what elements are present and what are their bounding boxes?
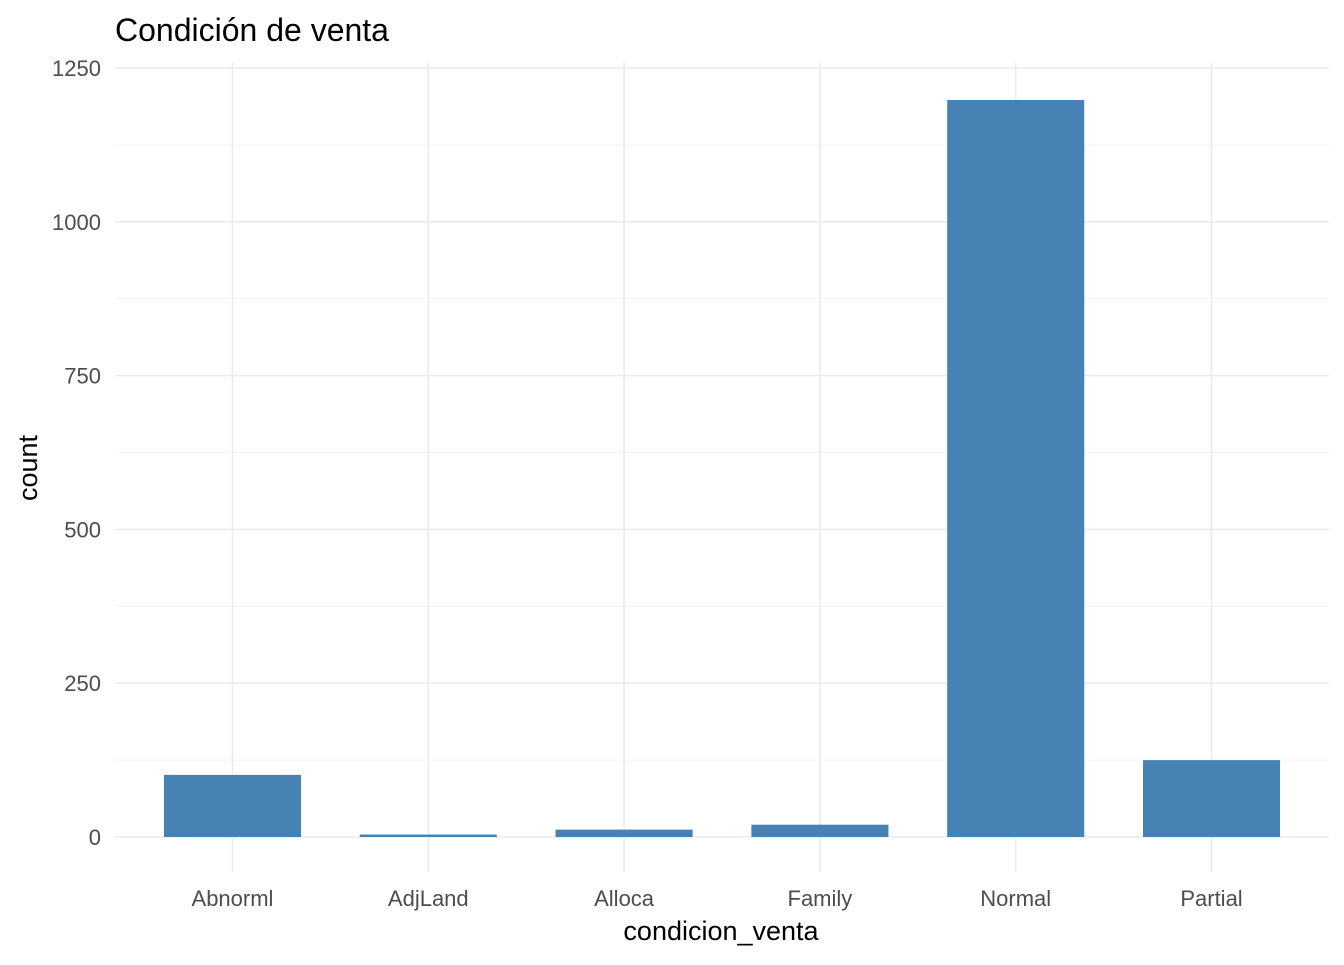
minor-gridlines [115, 144, 1329, 761]
x-tick-label: AdjLand [388, 886, 469, 911]
chart-title: Condición de venta [115, 12, 389, 48]
x-tick-label: Family [788, 886, 853, 911]
bar-partial [1142, 760, 1281, 837]
y-tick-label: 500 [64, 517, 101, 542]
x-axis-ticks: Abnorml AdjLand Alloca Family Normal Partial [192, 886, 1243, 911]
x-tick-label: Abnorml [192, 886, 274, 911]
bar-family [751, 824, 889, 837]
x-tick-label: Partial [1180, 886, 1242, 911]
x-tick-label: Alloca [594, 886, 655, 911]
y-axis-title: count [13, 434, 43, 501]
y-tick-label: 1250 [52, 56, 101, 81]
bar-abnorml [163, 774, 302, 837]
y-axis-ticks: 0 250 500 750 1000 1250 [52, 56, 101, 850]
bar-adjland [359, 834, 497, 837]
y-tick-label: 1000 [52, 210, 101, 235]
major-gridlines [115, 63, 1329, 872]
bar-alloca [555, 829, 693, 837]
x-axis-title: condicion_venta [623, 916, 819, 946]
y-tick-label: 250 [64, 671, 101, 696]
bar-normal [947, 99, 1085, 837]
y-tick-label: 750 [64, 364, 101, 389]
bars [163, 99, 1281, 837]
y-tick-label: 0 [89, 825, 101, 850]
x-tick-label: Normal [980, 886, 1051, 911]
